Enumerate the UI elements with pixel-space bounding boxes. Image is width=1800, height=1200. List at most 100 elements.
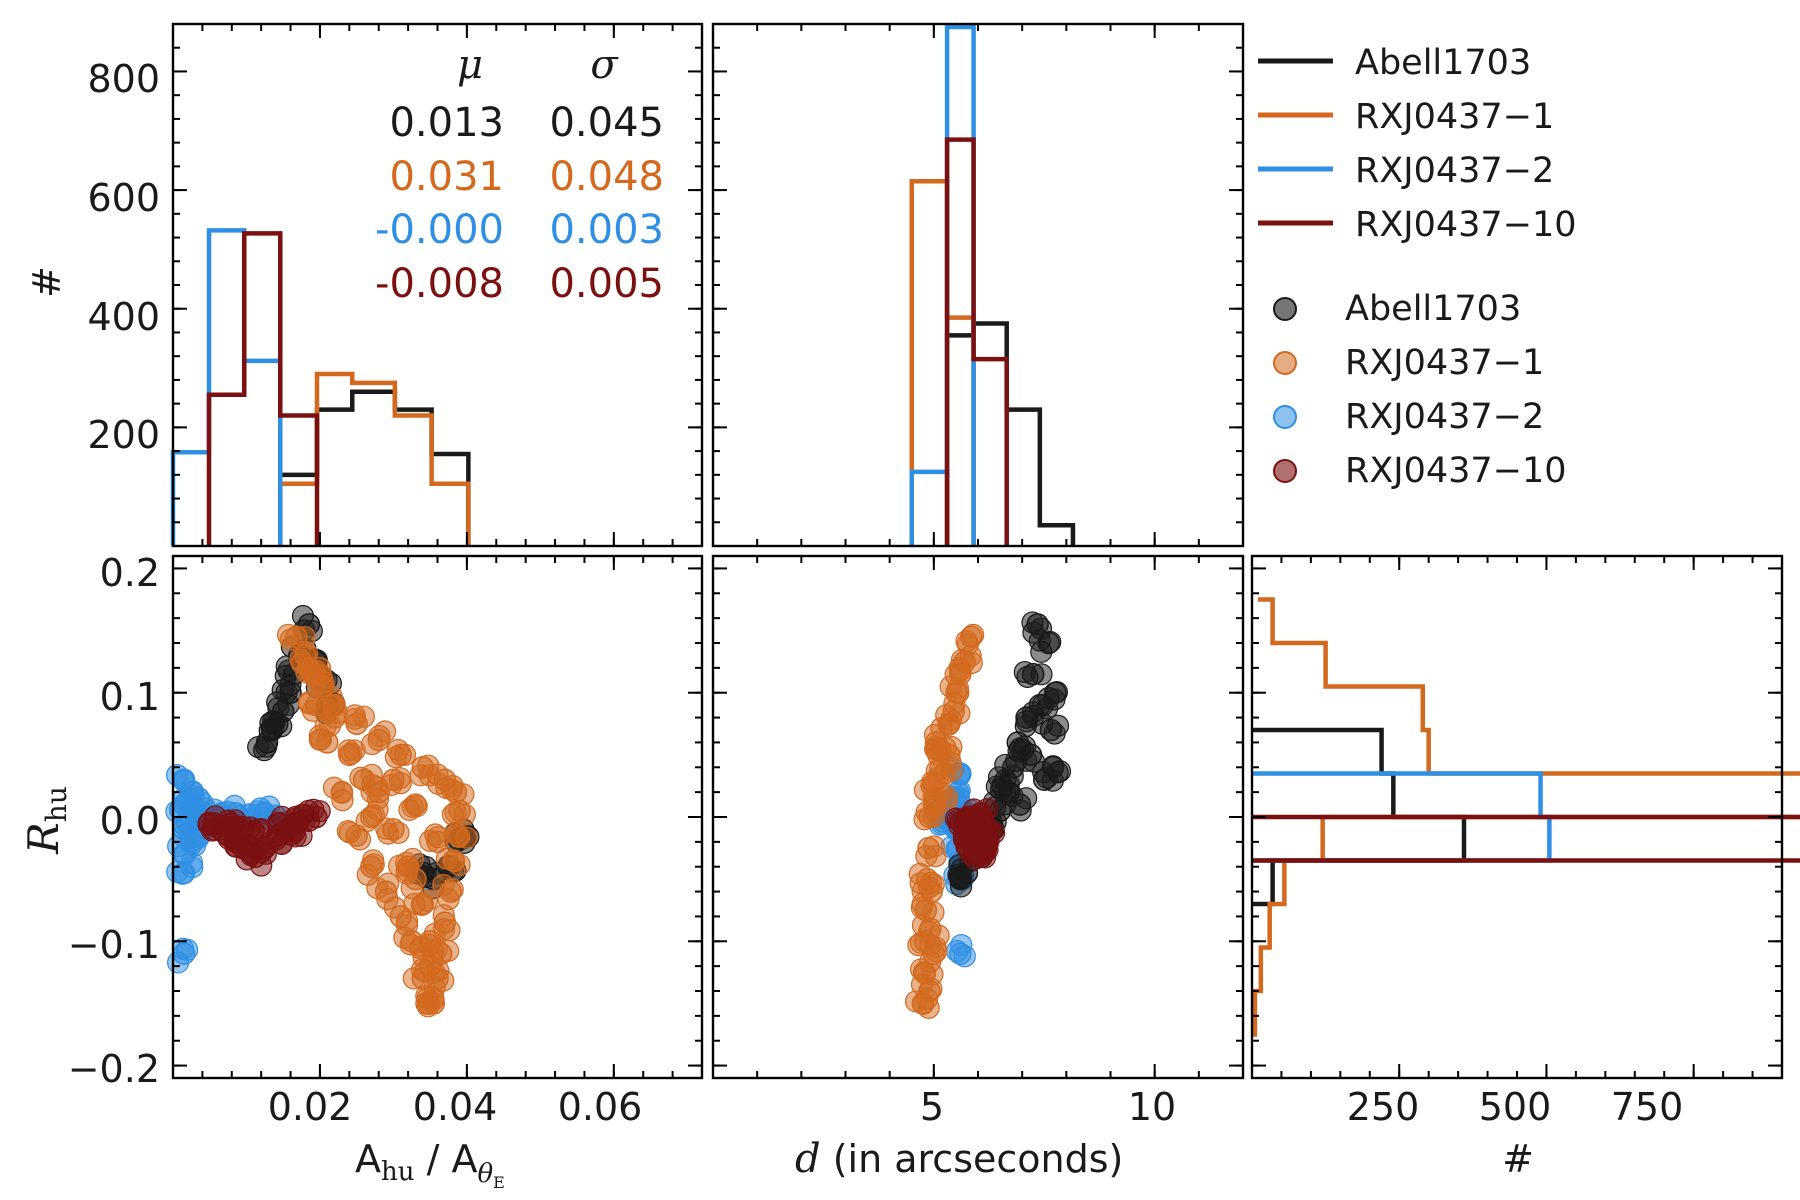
hist-rhu-xtick-500: 500 bbox=[1479, 1085, 1552, 1129]
hist-d-step-rxj0437-1 bbox=[909, 178, 976, 546]
scatter-d-xtick-5: 5 bbox=[920, 1085, 944, 1129]
hist-area-ytick-400: 400 bbox=[87, 295, 160, 339]
legend-marker-rxj0437-10 bbox=[1273, 459, 1297, 483]
panel-hist-d bbox=[711, 22, 1245, 548]
scatter-area-point-rxj0437-1 bbox=[443, 849, 466, 873]
scatter-area-point-rxj0437-10 bbox=[220, 816, 244, 839]
hist-area-ytick-200: 200 bbox=[87, 413, 160, 457]
hist-area-ytick-800: 800 bbox=[87, 57, 160, 101]
scatter-d-point-abell1703 bbox=[1043, 722, 1066, 745]
scatter-d-point-rxj0437-1 bbox=[943, 692, 966, 715]
scatter-area-point-rxj0437-1 bbox=[447, 825, 471, 848]
legend-marker-label-rxj0437-1: RXJ0437−1 bbox=[1345, 343, 1544, 383]
scatter-area-point-rxj0437-1 bbox=[377, 872, 400, 895]
scatter-d-point-rxj0437-1 bbox=[924, 936, 947, 959]
panel-hist-area: 800 600 400 200 # μ σ 0.013 0.045 0.031 … bbox=[25, 22, 704, 548]
scatter-d-point-rxj0437-2 bbox=[946, 940, 969, 963]
scatter-area-point-abell1703 bbox=[258, 719, 281, 742]
stat-sigma-rxj0437-2: 0.003 bbox=[549, 207, 664, 253]
stat-mu-rxj0437-1: 0.031 bbox=[389, 154, 504, 200]
stats-header-sigma: σ bbox=[590, 42, 619, 88]
hist-d-frame bbox=[711, 22, 1245, 548]
legend-marker-abell1703 bbox=[1273, 297, 1297, 321]
scatter-area-point-rxj0437-1 bbox=[421, 946, 445, 969]
scatter-area-point-rxj0437-1 bbox=[368, 724, 391, 748]
hist-d-step-abell1703 bbox=[944, 321, 1076, 546]
scatter-d-point-rxj0437-1 bbox=[922, 835, 946, 858]
hist-area-step-abell1703 bbox=[278, 389, 471, 546]
scatter-area-ytick--0.1: −0.1 bbox=[68, 923, 160, 967]
scatter-area-point-rxj0437-2 bbox=[183, 834, 207, 857]
hist-rhu-xtick-250: 250 bbox=[1347, 1085, 1420, 1129]
scatter-area-ytick--0.2: −0.2 bbox=[68, 1047, 160, 1091]
legend-line-label-abell1703: Abell1703 bbox=[1355, 43, 1531, 83]
scatter-area-point-rxj0437-1 bbox=[331, 789, 354, 812]
hist-rhu-xlabel: # bbox=[1502, 1137, 1534, 1181]
scatter-d-point-abell1703 bbox=[1015, 710, 1038, 733]
scatter-d-xtick-10: 10 bbox=[1128, 1085, 1176, 1129]
hist-rhu-frame bbox=[1250, 554, 1784, 1080]
scatter-area-ytick-0.0: 0.0 bbox=[100, 799, 160, 843]
stat-mu-rxj0437-10: -0.008 bbox=[375, 261, 504, 307]
hist-area-frame bbox=[171, 22, 704, 548]
hist-d-ticks bbox=[713, 23, 1244, 546]
scatter-area-point-rxj0437-10 bbox=[290, 824, 313, 847]
scatter-d-frame bbox=[711, 554, 1245, 1080]
scatter-area-xlabel: Ahu / AθE bbox=[355, 1137, 505, 1192]
scatter-area-point-rxj0437-1 bbox=[426, 826, 449, 849]
hist-d-step-rxj0437-2 bbox=[909, 24, 976, 546]
scatter-area-ytick-0.1: 0.1 bbox=[100, 675, 160, 719]
scatter-d-point-abell1703 bbox=[1048, 760, 1072, 783]
legend-marker-rxj0437-1 bbox=[1273, 351, 1297, 375]
scatter-area-point-rxj0437-10 bbox=[270, 805, 294, 828]
legend-marker-label-rxj0437-2: RXJ0437−2 bbox=[1345, 397, 1544, 437]
legend-marker-rxj0437-2 bbox=[1273, 405, 1297, 429]
scatter-area-xtick-0.04: 0.04 bbox=[413, 1085, 498, 1129]
scatter-d-point-rxj0437-1 bbox=[922, 873, 945, 896]
hist-d-bars bbox=[909, 24, 1076, 546]
scatter-area-points bbox=[165, 604, 480, 1018]
stat-sigma-rxj0437-1: 0.048 bbox=[549, 154, 664, 200]
scatter-d-point-rxj0437-1 bbox=[935, 785, 958, 808]
stat-sigma-rxj0437-10: 0.005 bbox=[549, 261, 664, 307]
panel-scatter-d: 5 10 d (in arcseconds) bbox=[711, 554, 1245, 1182]
scatter-d-point-abell1703 bbox=[1005, 749, 1028, 773]
hist-rhu-xtick-750: 750 bbox=[1611, 1085, 1684, 1129]
panel-scatter-area: 0.2 0.1 0.0 −0.1 −0.2 0.02 0.04 0.06 Rhu… bbox=[19, 551, 704, 1192]
hist-area-ytick-600: 600 bbox=[87, 176, 160, 220]
scatter-area-point-rxj0437-1 bbox=[301, 699, 324, 722]
scatter-area-point-rxj0437-1 bbox=[279, 628, 302, 651]
hist-rhu-bars bbox=[1252, 597, 1800, 1037]
scatter-area-point-rxj0437-1 bbox=[401, 795, 424, 819]
panel-hist-rhu: 250 500 750 # bbox=[1250, 554, 1800, 1181]
legend-marker-label-rxj0437-10: RXJ0437−10 bbox=[1345, 451, 1567, 491]
scatter-area-ytick-0.2: 0.2 bbox=[100, 551, 160, 595]
scatter-area-point-abell1703 bbox=[253, 739, 276, 762]
legend-marker-label-abell1703: Abell1703 bbox=[1345, 289, 1521, 329]
hist-rhu-step-rxj0437-10 bbox=[1252, 814, 1800, 863]
scatter-area-point-rxj0437-1 bbox=[380, 773, 403, 797]
scatter-area-point-rxj0437-1 bbox=[384, 746, 408, 769]
scatter-d-point-rxj0437-1 bbox=[940, 735, 963, 759]
hist-d-step-rxj0437-10 bbox=[944, 137, 1009, 546]
stat-mu-rxj0437-2: -0.000 bbox=[375, 207, 504, 253]
scatter-area-point-abell1703 bbox=[266, 691, 289, 714]
scatter-area-ylabel: Rhu bbox=[19, 786, 73, 855]
scatter-d-point-rxj0437-1 bbox=[944, 663, 967, 686]
legend-line-label-rxj0437-10: RXJ0437−10 bbox=[1355, 205, 1577, 245]
hist-area-ylabel: # bbox=[25, 266, 69, 298]
scatter-d-point-rxj0437-10 bbox=[960, 823, 983, 846]
scatter-area-xtick-0.02: 0.02 bbox=[268, 1085, 353, 1129]
legend-line-label-rxj0437-1: RXJ0437−1 bbox=[1355, 97, 1554, 137]
legend: Abell1703 RXJ0437−1 RXJ0437−2 RXJ0437−10… bbox=[1258, 43, 1577, 491]
scatter-area-point-abell1703 bbox=[291, 604, 315, 628]
scatter-d-point-rxj0437-1 bbox=[916, 987, 939, 1010]
scatter-area-point-rxj0437-1 bbox=[349, 766, 372, 789]
scatter-area-point-rxj0437-1 bbox=[295, 661, 318, 684]
legend-line-label-rxj0437-2: RXJ0437−2 bbox=[1355, 151, 1554, 191]
hist-area-step-rxj0437-2 bbox=[170, 228, 283, 546]
scatter-d-points bbox=[904, 611, 1072, 1019]
scatter-area-point-rxj0437-1 bbox=[318, 714, 342, 737]
scatter-d-point-rxj0437-1 bbox=[962, 623, 985, 647]
